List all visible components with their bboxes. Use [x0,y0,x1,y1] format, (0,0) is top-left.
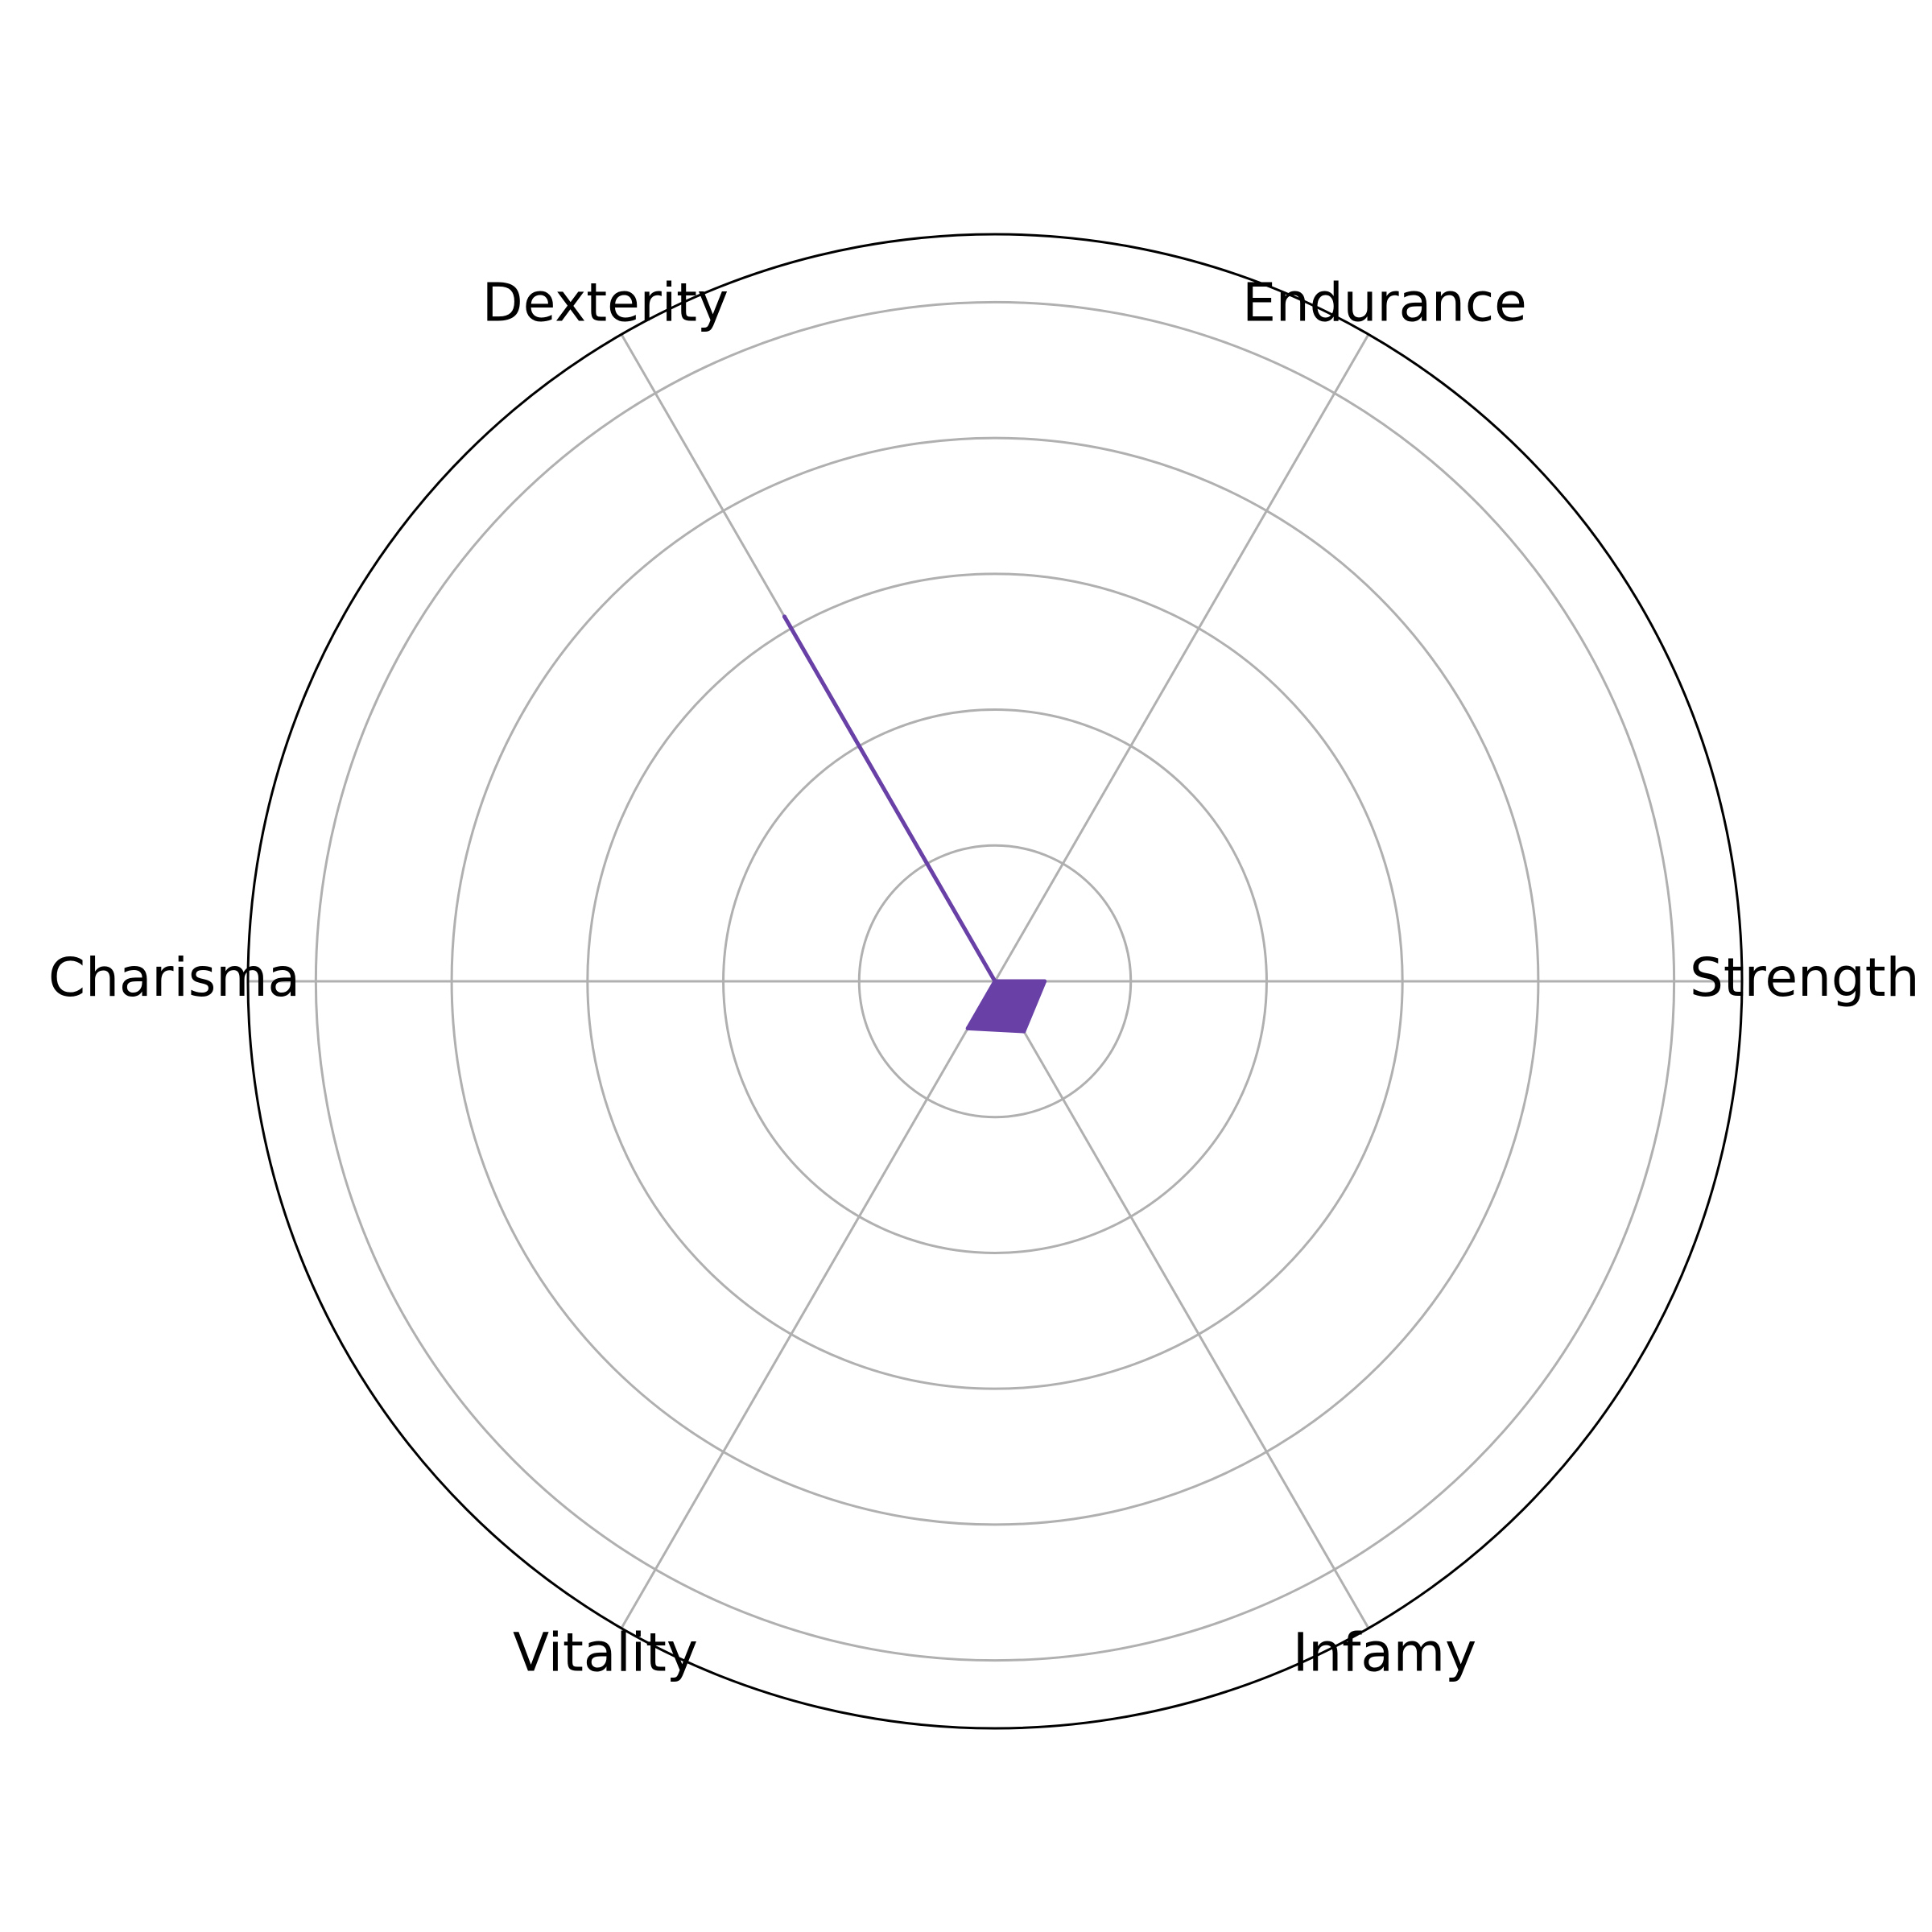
spoke-vitality [620,980,997,1629]
axis-label-charisma: Charisma [48,947,300,1009]
spoke-infamy [993,980,1370,1629]
data-point-charisma [993,979,997,984]
axis-label-infamy: Infamy [1293,1621,1476,1683]
label-layer: Strength Endurance Dexterity Charisma Vitali… [48,272,1919,1684]
spoke-endurance [993,333,1370,982]
axis-label-dexterity: Dexterity [482,272,729,334]
axis-label-vitality: Vitality [513,1621,698,1683]
data-point-vitality [965,1026,970,1030]
frame-layer [246,233,1744,1730]
data-point-strength [1042,979,1047,984]
data-point-dexterity [782,614,786,619]
axis-label-endurance: Endurance [1242,272,1527,334]
axis-label-strength: Strength [1690,947,1920,1009]
series-0-area [782,614,1047,1034]
outer-frame [246,233,1744,1730]
data-point-infamy [1022,1029,1026,1034]
series-layer [782,614,1047,1034]
